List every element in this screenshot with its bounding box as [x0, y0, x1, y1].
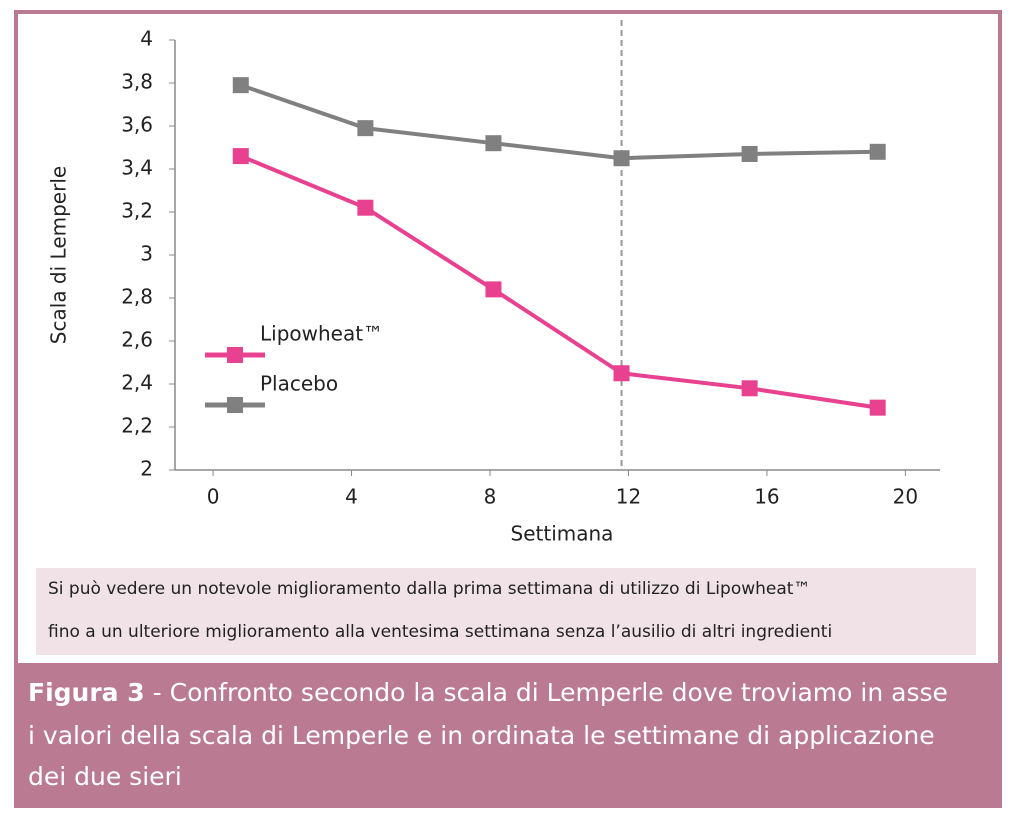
point-marker: [232, 77, 249, 94]
series-line: [240, 83, 878, 161]
caption-line: dei due sieri: [28, 762, 182, 791]
point-marker: [485, 135, 502, 152]
y-tick-label: 3,6: [121, 113, 153, 137]
caption-line: i valori della scala di Lemperle e in or…: [28, 721, 935, 750]
legend-label: Lipowheat™: [260, 322, 383, 346]
point-marker: [357, 199, 374, 216]
caption-line: Figura 3 - Confronto secondo la scala di …: [28, 678, 948, 707]
y-tick-label: 2,8: [121, 285, 153, 309]
caption-band: [16, 663, 1000, 806]
note-box: [36, 568, 976, 655]
y-tick-label: 4: [140, 27, 153, 51]
point-marker: [741, 380, 758, 397]
y-tick-label: 3,8: [121, 70, 153, 94]
legend-marker: [227, 397, 243, 413]
note-line: fino a un ulteriore miglioramento alla v…: [48, 622, 832, 642]
point-marker: [613, 365, 630, 382]
y-tick-label: 3,2: [121, 199, 153, 223]
x-tick-label: 0: [207, 485, 220, 509]
x-tick-label: 8: [484, 485, 497, 509]
y-tick-label: 2,4: [121, 371, 153, 395]
x-tick-label: 4: [345, 485, 358, 509]
point-marker: [485, 281, 502, 298]
caption-label: Figura 3: [28, 678, 145, 707]
legend-label: Placebo: [260, 372, 338, 396]
series-line: [240, 154, 878, 410]
x-tick-label: 16: [754, 485, 779, 509]
caption-text: - Confronto secondo la scala di Lemperle…: [153, 678, 948, 707]
point-marker: [741, 145, 758, 162]
point-marker: [869, 143, 886, 160]
y-tick-label: 2: [140, 457, 153, 481]
point-marker: [232, 148, 249, 165]
y-tick-label: 3: [140, 242, 153, 266]
x-axis-title: Settimana: [511, 522, 614, 546]
point-marker: [613, 150, 630, 167]
y-tick-label: 2,6: [121, 328, 153, 352]
y-tick-label: 2,2: [121, 414, 153, 438]
point-marker: [357, 120, 374, 137]
legend-marker: [227, 347, 243, 363]
y-tick-label: 3,4: [121, 156, 153, 180]
note-line: Si può vedere un notevole miglioramento …: [48, 579, 810, 599]
y-axis-title: Scala di Lemperle: [47, 166, 71, 344]
point-marker: [869, 399, 886, 416]
x-tick-label: 20: [893, 485, 918, 509]
x-tick-label: 12: [616, 485, 641, 509]
